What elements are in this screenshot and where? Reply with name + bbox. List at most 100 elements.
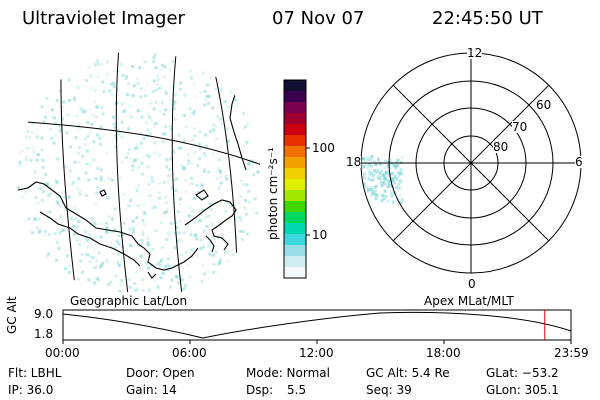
speckle-pixel [142, 222, 146, 226]
speckle-pixel [193, 196, 197, 200]
speckle-pixel [397, 175, 401, 179]
speckle-pixel [218, 260, 222, 264]
speckle-pixel [190, 181, 194, 185]
speckle-pixel [208, 252, 212, 256]
speckle-pixel [189, 76, 193, 80]
speckle-pixel [179, 274, 183, 278]
speckle-pixel [55, 200, 59, 204]
speckle-pixel [193, 109, 197, 113]
speckle-pixel [396, 163, 400, 167]
speckle-pixel [89, 255, 93, 259]
speckle-pixel [16, 186, 20, 190]
speckle-pixel [184, 285, 187, 289]
speckle-pixel [26, 130, 30, 134]
speckle-pixel [24, 158, 28, 162]
speckle-pixel [229, 203, 233, 207]
speckle-pixel [136, 204, 140, 207]
speckle-pixel [154, 66, 158, 70]
speckle-pixel [162, 181, 166, 185]
speckle-pixel [80, 253, 84, 256]
speckle-pixel [25, 135, 28, 139]
speckle-pixel [77, 220, 81, 223]
speckle-pixel [65, 131, 69, 135]
speckle-pixel [386, 180, 390, 184]
speckle-pixel [213, 125, 217, 129]
speckle-pixel [188, 69, 192, 73]
speckle-pixel [165, 207, 169, 211]
info-gain: Gain: 14 [126, 383, 177, 397]
speckle-pixel [87, 178, 91, 182]
speckle-pixel [386, 199, 390, 203]
speckle-pixel [82, 108, 86, 112]
speckle-pixel [125, 156, 129, 160]
speckle-pixel [56, 157, 59, 161]
speckle-pixel [247, 189, 251, 193]
speckle-pixel [234, 98, 238, 102]
speckle-pixel [196, 164, 200, 168]
speckle-pixel [376, 157, 380, 161]
speckle-pixel [67, 195, 71, 199]
speckle-pixel [391, 200, 395, 204]
speckle-pixel [219, 117, 223, 121]
speckle-pixel [18, 163, 22, 167]
speckle-pixel [149, 132, 153, 136]
speckle-pixel [141, 218, 145, 222]
speckle-pixel [207, 102, 211, 106]
speckle-pixel [99, 142, 103, 146]
speckle-pixel [197, 130, 201, 134]
speckle-pixel [221, 122, 225, 126]
speckle-pixel [146, 154, 149, 157]
speckle-pixel [189, 252, 193, 256]
speckle-pixel [390, 190, 393, 194]
speckle-pixel [96, 186, 100, 190]
speckle-pixel [60, 117, 64, 121]
speckle-pixel [390, 171, 394, 175]
speckle-pixel [74, 217, 78, 221]
speckle-pixel [106, 283, 110, 287]
speckle-pixel [396, 158, 400, 162]
speckle-pixel [28, 135, 32, 139]
speckle-pixel [72, 180, 76, 184]
timeline-xtick-0600: 06:00 [172, 346, 207, 360]
speckle-pixel [174, 92, 178, 96]
speckle-pixel [197, 142, 201, 146]
speckle-pixel [389, 158, 393, 162]
speckle-pixel [139, 131, 143, 135]
speckle-pixel [107, 177, 111, 181]
speckle-pixel [203, 170, 207, 174]
speckle-pixel [48, 210, 52, 214]
speckle-pixel [209, 75, 213, 79]
speckle-pixel [174, 189, 177, 193]
speckle-pixel [93, 247, 97, 250]
speckle-pixel [202, 151, 206, 155]
speckle-pixel [156, 74, 159, 77]
speckle-pixel [154, 88, 158, 92]
speckle-pixel [218, 169, 222, 173]
speckle-pixel [128, 104, 132, 108]
speckle-pixel [399, 201, 403, 204]
speckle-pixel [153, 124, 157, 128]
speckle-pixel [219, 175, 223, 179]
speckle-pixel [244, 198, 248, 202]
speckle-pixel [188, 107, 192, 111]
aurora-speckle [16, 53, 260, 292]
speckle-pixel [219, 181, 223, 185]
speckle-pixel [70, 217, 73, 221]
speckle-pixel [202, 229, 206, 233]
speckle-pixel [397, 187, 401, 191]
speckle-pixel [105, 225, 109, 229]
speckle-pixel [41, 190, 45, 194]
speckle-pixel [204, 144, 208, 148]
speckle-pixel [146, 112, 150, 116]
speckle-pixel [178, 87, 182, 91]
speckle-pixel [139, 95, 143, 99]
speckle-pixel [241, 238, 245, 242]
speckle-pixel [84, 79, 88, 83]
speckle-pixel [128, 204, 132, 208]
speckle-pixel [400, 155, 404, 159]
speckle-pixel [194, 94, 198, 98]
speckle-pixel [23, 190, 27, 194]
speckle-pixel [148, 115, 152, 119]
speckle-pixel [201, 263, 205, 267]
speckle-pixel [143, 211, 147, 215]
